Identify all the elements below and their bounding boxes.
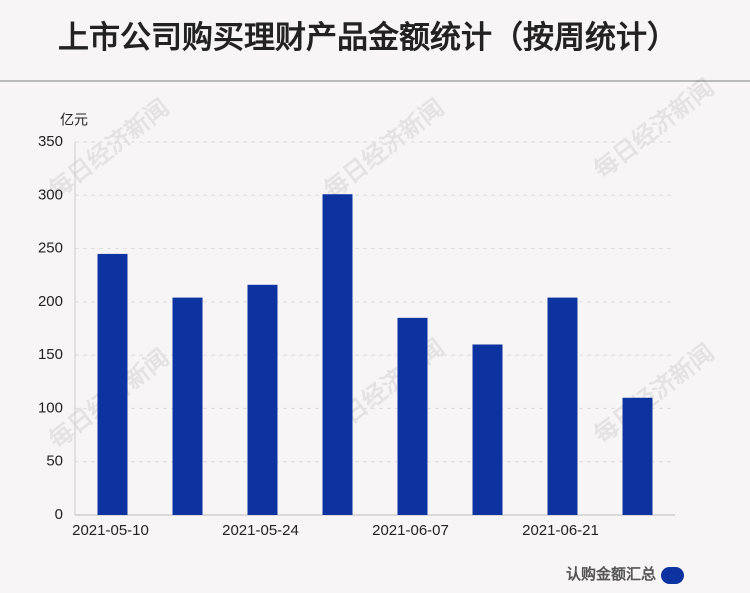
x-tick-label: 2021-06-21 (522, 522, 599, 539)
y-tick-label: 0 (55, 506, 63, 523)
y-axis-label: 亿元 (60, 112, 88, 128)
x-tick-label: 2021-05-10 (72, 522, 149, 539)
y-tick-label: 350 (38, 133, 63, 150)
y-tick-label: 150 (38, 346, 63, 363)
bar (322, 194, 353, 515)
bar (622, 397, 653, 515)
bar (397, 317, 428, 515)
bar (172, 297, 203, 515)
legend-swatch (661, 567, 684, 584)
y-tick-label: 200 (38, 293, 63, 310)
chart-title: 上市公司购买理财产品金额统计（按周统计） (58, 20, 678, 55)
x-tick-label: 2021-05-24 (222, 522, 299, 539)
bar (247, 284, 278, 515)
bar (547, 297, 578, 515)
y-tick-label: 50 (46, 453, 63, 470)
bar (472, 344, 503, 515)
x-tick-label: 2021-06-07 (372, 522, 449, 539)
y-tick-label: 100 (38, 399, 63, 416)
y-tick-label: 300 (38, 186, 63, 203)
legend-label: 认购金额汇总 (566, 565, 656, 583)
y-tick-label: 250 (38, 240, 63, 257)
bar (97, 253, 128, 515)
